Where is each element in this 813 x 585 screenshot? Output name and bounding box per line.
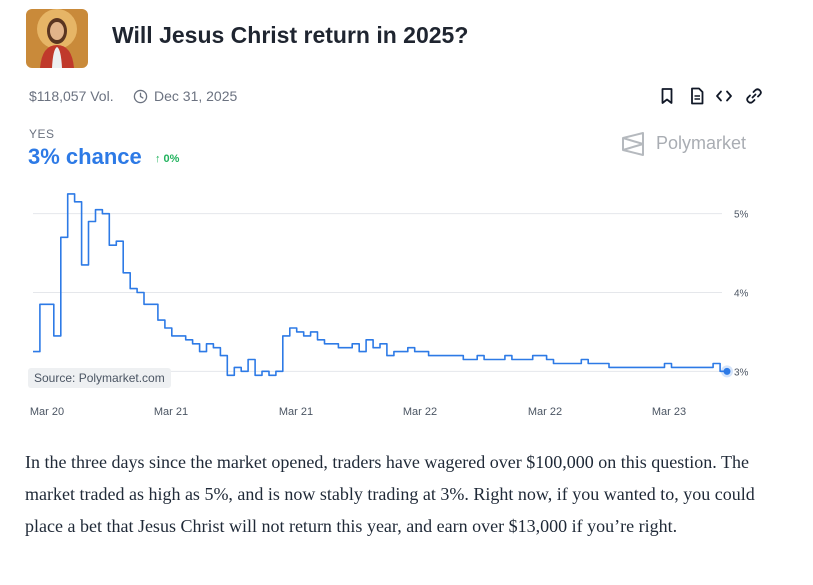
x-tick-label: Mar 22 (528, 406, 562, 418)
x-tick-label: Mar 21 (279, 406, 313, 418)
code-icon[interactable] (715, 87, 733, 105)
volume-text: $118,057 Vol. (29, 88, 114, 104)
x-tick-label: Mar 23 (652, 406, 686, 418)
bookmark-icon[interactable] (658, 87, 676, 105)
market-image (26, 9, 88, 68)
market-title: Will Jesus Christ return in 2025? (112, 22, 469, 48)
article-paragraph: In the three days since the market opene… (25, 452, 755, 536)
source-note: Source: Polymarket.com (28, 368, 171, 388)
price-chart[interactable]: 5% 4% 3% Mar 20 Mar 21 Mar 21 Mar 22 Mar 22 Mar … (0, 190, 813, 430)
series-line (33, 193, 727, 377)
x-tick-label: Mar 20 (30, 406, 64, 418)
brand-name: Polymarket (656, 133, 747, 153)
change-badge: ↑ 0% (155, 153, 180, 165)
outcome-label: YES (29, 127, 55, 141)
document-icon[interactable] (688, 87, 706, 105)
link-icon[interactable] (745, 87, 763, 105)
end-date: Dec 31, 2025 (154, 88, 238, 104)
y-tick-label: 5% (734, 210, 749, 221)
y-tick-label: 4% (734, 289, 749, 300)
polymarket-logo (622, 132, 644, 156)
last-point (723, 367, 731, 375)
clock-icon (133, 89, 148, 104)
x-tick-label: Mar 21 (154, 406, 188, 418)
y-tick-label: 3% (734, 367, 749, 378)
portrait-image (26, 9, 88, 68)
x-tick-label: Mar 22 (403, 406, 437, 418)
chance-value: 3% chance (28, 144, 142, 169)
